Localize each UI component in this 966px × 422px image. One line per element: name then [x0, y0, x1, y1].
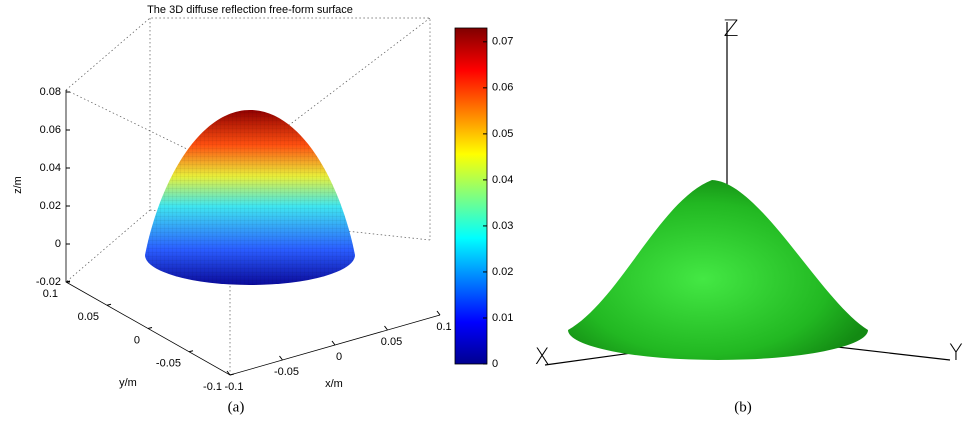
x-tick-label: -0.1 — [225, 381, 244, 393]
z-tick-label: -0.02 — [36, 276, 61, 288]
x-tick — [280, 356, 283, 360]
x-tick — [437, 311, 440, 315]
chart-title: The 3D diffuse reflection free-form surf… — [147, 4, 353, 16]
x-tick-label: 0.1 — [436, 321, 451, 333]
green-surface — [568, 180, 868, 360]
y-tick — [107, 304, 111, 305]
y-tick-label: -0.05 — [156, 358, 181, 370]
z-tick-label: 0.02 — [40, 200, 61, 212]
figure: The 3D diffuse reflection free-form surf… — [0, 0, 966, 422]
y-tick — [230, 374, 234, 375]
x-tick — [385, 326, 388, 330]
x-tick-label: 0.05 — [381, 336, 402, 348]
colorbar-tick-label: 0.05 — [492, 128, 513, 140]
z-tick-label: 0.06 — [40, 124, 61, 136]
y-tick — [189, 351, 193, 352]
x-tick — [332, 341, 335, 345]
colorbar-tick-label: 0.02 — [492, 266, 513, 278]
axis-z-label: Z — [723, 17, 738, 42]
y-label: y/m — [119, 377, 137, 389]
x-label: x/m — [325, 378, 343, 390]
y-tick — [148, 328, 152, 329]
colorbar-tick-label: 0.07 — [492, 36, 513, 48]
surface-mesh — [145, 110, 355, 285]
colorbar-tick-label: 0 — [492, 358, 498, 370]
colorbar-tick-label: 0.06 — [492, 82, 513, 94]
x-tick-label: 0 — [336, 351, 342, 363]
colorbar — [455, 28, 487, 364]
axis-x-label: X — [534, 345, 549, 370]
z-tick-label: 0.08 — [40, 86, 61, 98]
z-label: z/m — [12, 176, 24, 194]
y-tick-label: 0 — [134, 334, 140, 346]
z-tick-label: 0.04 — [40, 162, 61, 174]
z-tick-label: 0 — [55, 238, 61, 250]
panel-b: Z X Y (b) — [534, 17, 962, 415]
axis-y-label: Y — [949, 341, 962, 366]
colorbar-tick-label: 0.01 — [492, 312, 513, 324]
x-tick-label: -0.05 — [274, 366, 299, 378]
y-tick-label: -0.1 — [203, 381, 222, 393]
panel-a: The 3D diffuse reflection free-form surf… — [12, 4, 487, 416]
colorbar-tick-label: 0.03 — [492, 220, 513, 232]
caption: (a) — [228, 399, 245, 415]
caption: (b) — [734, 399, 752, 415]
y-tick-label: 0.05 — [78, 311, 99, 323]
colorbar-tick-label: 0.04 — [492, 174, 513, 186]
y-tick-label: 0.1 — [43, 288, 58, 300]
